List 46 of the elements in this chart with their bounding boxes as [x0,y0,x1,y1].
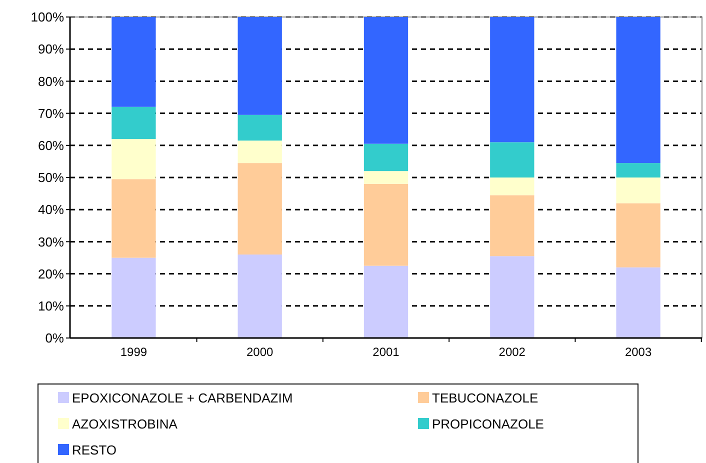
y-tick-label: 20% [38,266,64,282]
bar [112,17,156,107]
bar [490,17,534,142]
bar [238,140,282,164]
y-tick-label: 100% [30,10,64,25]
bar [490,256,534,338]
legend-label: EPOXICONAZOLE + CARBENDAZIM [72,390,293,406]
x-tick-label: 2002 [498,345,526,359]
bar [112,106,156,139]
bar [616,178,660,204]
y-tick-label: 60% [38,138,64,153]
legend-label: TEBUCONAZOLE [432,390,539,406]
bar [238,17,282,115]
bar [238,114,282,141]
bar [490,195,534,256]
bar [112,138,156,180]
bar [616,203,660,268]
y-tick-label: 50% [38,170,64,186]
bar [364,171,408,184]
bar [490,142,534,178]
y-tick-label: 40% [38,202,64,218]
bar [364,17,408,144]
x-tick-label: 2001 [372,345,400,359]
y-tick-label: 10% [38,298,64,314]
y-tick-label: 70% [38,106,64,121]
bar [490,178,534,196]
bar [616,17,660,164]
x-tick-label: 2003 [624,345,652,359]
bar [616,163,660,178]
bar [616,267,660,338]
legend-label: RESTO [72,442,117,458]
y-tick-label: 90% [38,42,64,57]
bar [364,144,408,172]
bar [364,266,408,338]
bar [112,179,156,258]
bar [238,254,282,338]
legend-label: PROPICONAZOLE [432,416,544,432]
bar [364,184,408,266]
y-tick-label: 80% [38,74,64,89]
legend-label: AZOXISTROBINA [72,416,178,432]
x-tick-label: 2000 [246,345,274,359]
bar [238,163,282,255]
y-tick-label: 0% [45,330,64,346]
x-tick-label: 1999 [120,345,148,359]
bar [112,258,156,338]
y-tick-label: 30% [38,234,64,250]
